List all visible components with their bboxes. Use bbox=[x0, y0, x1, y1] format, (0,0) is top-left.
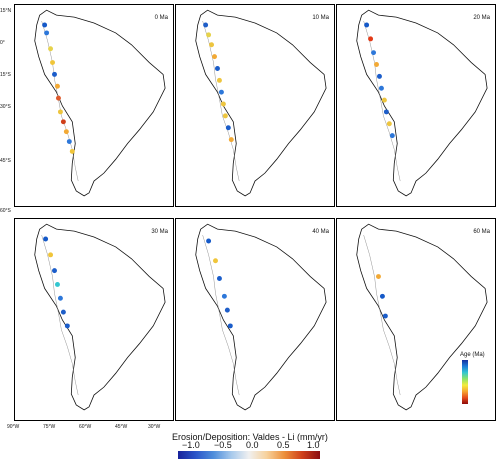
age-label: 0 Ma bbox=[154, 15, 168, 21]
lon-tick: 30°W bbox=[148, 424, 161, 430]
age-legend: Age (Ma) bbox=[460, 352, 490, 420]
andes-line bbox=[202, 21, 240, 182]
age-label: 40 Ma bbox=[312, 229, 329, 235]
lat-tick: 15°N bbox=[0, 8, 12, 14]
continent-outline bbox=[34, 9, 166, 197]
map-frame bbox=[195, 223, 327, 411]
colorbar-tick: 0.5 bbox=[277, 440, 290, 450]
lat-tick: 45°S bbox=[0, 158, 11, 164]
andes-line bbox=[41, 235, 79, 396]
colorbar-tick: 0.0 bbox=[246, 440, 259, 450]
andes-line bbox=[363, 235, 401, 396]
data-points bbox=[203, 22, 234, 143]
lat-tick: 15°S bbox=[0, 72, 11, 78]
data-points bbox=[364, 22, 395, 139]
continent-outline bbox=[356, 223, 488, 411]
map-panel: 20 Ma bbox=[336, 4, 496, 207]
lon-tick: 60°W bbox=[79, 424, 92, 430]
continent-outline bbox=[34, 223, 166, 411]
map-panel: 30 Ma bbox=[14, 218, 174, 421]
continent-outline bbox=[195, 9, 327, 197]
data-points bbox=[43, 236, 70, 329]
lon-tick: 90°W bbox=[7, 424, 20, 430]
map-frame bbox=[34, 9, 166, 197]
lon-tick: 45°W bbox=[115, 424, 128, 430]
map-panel: 0 Ma bbox=[14, 4, 174, 207]
map-panel: 10 Ma bbox=[175, 4, 335, 207]
data-points bbox=[376, 274, 388, 319]
andes-line bbox=[41, 21, 79, 182]
colorbar-tick: −0.5 bbox=[214, 440, 232, 450]
age-legend-title: Age (Ma) bbox=[460, 352, 485, 358]
data-points bbox=[42, 22, 75, 154]
age-label: 20 Ma bbox=[473, 15, 490, 21]
map-frame bbox=[195, 9, 327, 197]
colorbar-tick: −1.0 bbox=[182, 440, 200, 450]
lon-tick: 75°W bbox=[43, 424, 56, 430]
age-label: 60 Ma bbox=[473, 229, 490, 235]
map-panel: 60 Ma bbox=[336, 218, 496, 421]
continent-outline bbox=[356, 9, 488, 197]
andes-line bbox=[202, 235, 240, 396]
age-label: 10 Ma bbox=[312, 15, 329, 21]
lat-tick: 60°S bbox=[0, 208, 11, 214]
continent-outline bbox=[195, 223, 327, 411]
colorbar bbox=[178, 451, 320, 459]
lat-tick: 0° bbox=[0, 40, 5, 46]
data-points bbox=[206, 238, 233, 329]
age-legend-bar bbox=[462, 360, 468, 404]
colorbar-title: Erosion/Deposition: Valdes - Li (mm/yr) bbox=[172, 432, 328, 442]
map-frame bbox=[356, 9, 488, 197]
lat-tick: 30°S bbox=[0, 104, 11, 110]
map-panel: 40 Ma bbox=[175, 218, 335, 421]
age-label: 30 Ma bbox=[151, 229, 168, 235]
map-frame bbox=[34, 223, 166, 411]
map-frame bbox=[356, 223, 488, 411]
colorbar-tick: 1.0 bbox=[307, 440, 320, 450]
